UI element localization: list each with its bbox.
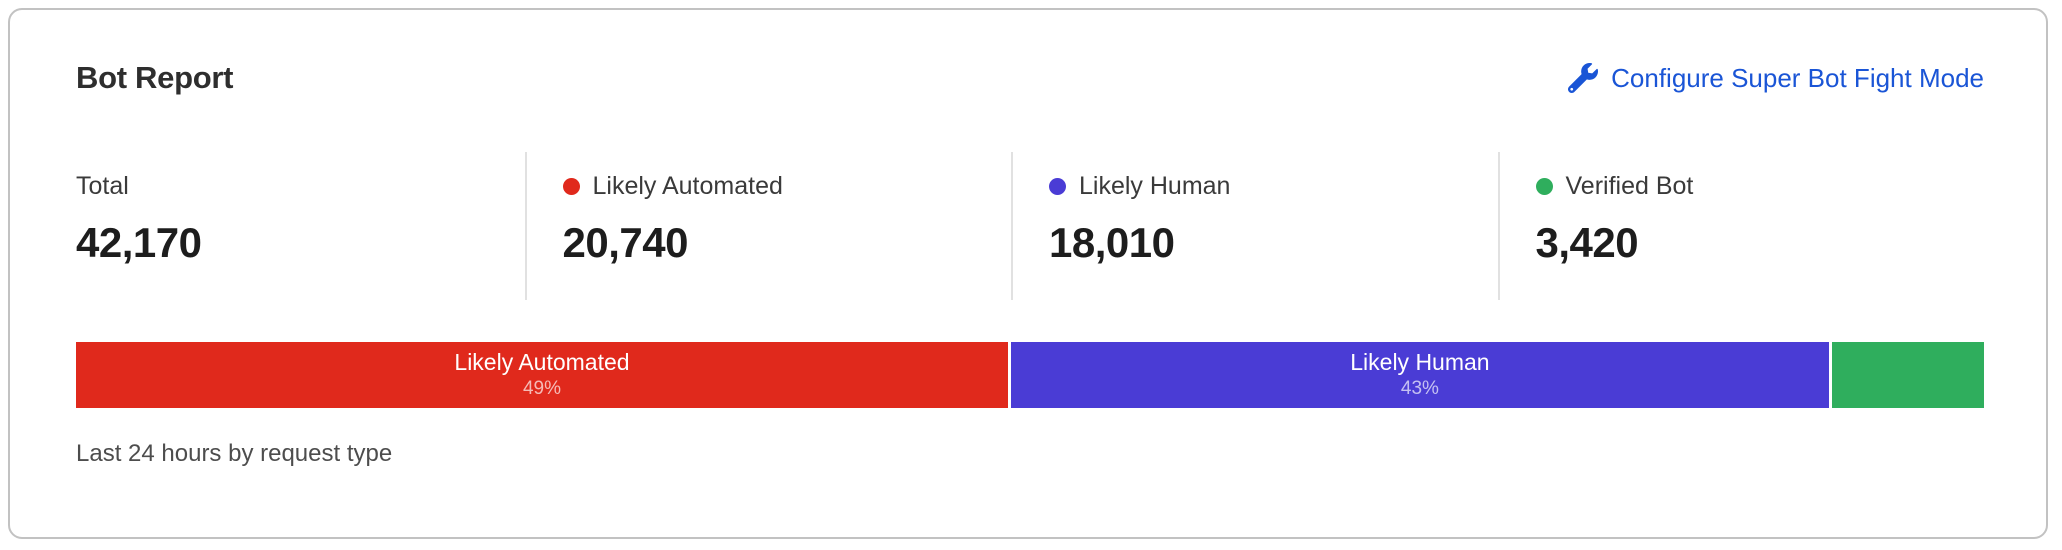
stat-verified-bot: Verified Bot 3,420 [1497, 152, 1985, 300]
stat-label: Verified Bot [1565, 172, 1694, 200]
stat-value: 20,740 [562, 219, 689, 266]
stat-likely-automated: Likely Automated 20,740 [524, 152, 1012, 300]
time-range-caption: Last 24 hours by request type [76, 440, 393, 467]
verified-bot-dot-icon [1535, 178, 1553, 195]
stat-value: 18,010 [1049, 219, 1175, 266]
likely-automated-dot-icon [562, 178, 580, 195]
likely-human-dot-icon [1049, 178, 1066, 195]
stat-value: 3,420 [1535, 219, 1639, 266]
stat-total: Total 42,170 [76, 152, 525, 300]
bar-segment-label: Likely Automated [454, 349, 630, 376]
configure-link-label: Configure Super Bot Fight Mode [1611, 62, 1984, 93]
bar-segment-verified-bot [1831, 342, 1984, 408]
stat-label: Total [76, 172, 129, 200]
request-type-stacked-bar: Likely Automated 49% Likely Human 43% [76, 342, 1984, 408]
stats-row: Total 42,170 Likely Automated 20,740 Lik… [76, 152, 1984, 300]
bar-segment-pct: 43% [1400, 377, 1439, 399]
bar-segment-likely-human: Likely Human 43% [1010, 342, 1829, 408]
bar-segment-label: Likely Human [1350, 349, 1490, 376]
stat-label: Likely Automated [592, 172, 783, 200]
stat-likely-human: Likely Human 18,010 [1011, 152, 1498, 300]
bar-segment-likely-automated: Likely Automated 49% [76, 342, 1008, 408]
bot-report-card: Bot Report Configure Super Bot Fight Mod… [8, 8, 2048, 539]
configure-super-bot-fight-mode-link[interactable]: Configure Super Bot Fight Mode [1568, 63, 1984, 94]
card-header: Bot Report Configure Super Bot Fight Mod… [76, 60, 1984, 96]
stat-label: Likely Human [1079, 172, 1231, 200]
wrench-icon [1568, 63, 1599, 93]
page-title: Bot Report [76, 60, 234, 95]
bar-segment-pct: 49% [522, 377, 561, 399]
stat-value: 42,170 [76, 219, 202, 266]
